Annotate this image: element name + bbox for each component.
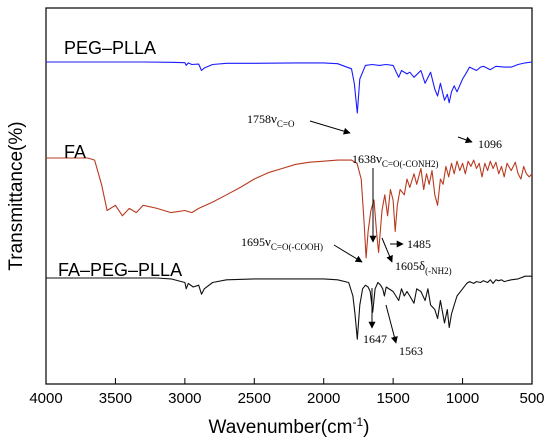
x-axis-label-main: Wavenumber(cm <box>209 417 353 438</box>
peak-annotation-label: 1096 <box>478 137 502 151</box>
annotation-arrow <box>381 237 393 263</box>
x-axis-label: Wavenumber(cm-1) <box>209 415 370 438</box>
x-tick-label: 2000 <box>307 390 340 407</box>
series-line <box>46 275 532 340</box>
x-tick-label: 1500 <box>376 390 409 407</box>
annotation-arrow <box>457 136 473 144</box>
x-tick-label: 3000 <box>168 390 201 407</box>
annotation-arrow <box>309 120 351 135</box>
peak-annotation-label: 1605δ(-NH2) <box>395 258 452 276</box>
x-axis-label-suffix: ) <box>363 417 369 438</box>
x-axis-ticks: 4000 3500 3000 2500 2000 1500 1000 500 <box>29 378 545 407</box>
peak-annotation-label: 1485 <box>407 237 431 251</box>
series-label: FA–PEG–PLLA <box>58 260 182 280</box>
x-tick-label: 500 <box>519 390 544 407</box>
spectra-series <box>46 61 533 340</box>
peak-annotation-label: 1695νC=O(-COOH) <box>241 234 323 252</box>
peak-annotation-label: 1563 <box>399 344 423 358</box>
series-label: PEG–PLLA <box>64 38 156 58</box>
y-axis-label: Transmittance(%) <box>6 121 27 270</box>
peak-annotation-label: 1758νC=O <box>247 111 295 129</box>
peak-annotations: 1758νC=O 1096 1638νC=O(-CONH2) 1695νC=O(-CO… <box>241 111 502 358</box>
annotation-arrow <box>333 244 363 263</box>
series-line <box>46 157 533 259</box>
x-tick-label: 4000 <box>29 390 62 407</box>
x-tick-label: 2500 <box>238 390 271 407</box>
annotation-arrow <box>385 304 398 344</box>
series-labels: PEG–PLLA FA FA–PEG–PLLA <box>58 38 182 280</box>
peak-annotation-label: 1647 <box>363 332 387 346</box>
peak-annotation-label: 1638νC=O(-CONH2) <box>352 151 438 169</box>
x-tick-label: 3500 <box>99 390 132 407</box>
series-label: FA <box>64 142 86 162</box>
x-tick-label: 1000 <box>446 390 479 407</box>
plot-frame <box>45 7 533 385</box>
x-axis-label-superscript: -1 <box>352 415 363 429</box>
series-line <box>46 61 533 114</box>
